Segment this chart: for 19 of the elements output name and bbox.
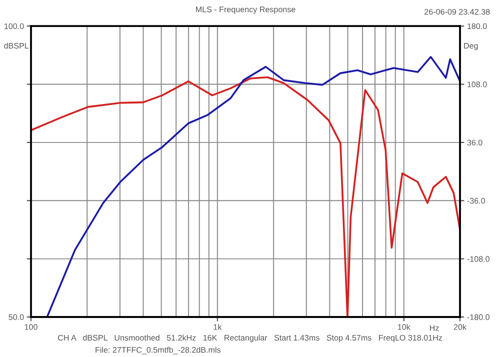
- y2-tick-label: -180.0: [467, 314, 490, 320]
- text: File: 27TFFC_0.5mtfb_-28.2dB.mls: [96, 346, 221, 354]
- y-axis-title: dBSPL: [4, 42, 29, 49]
- x-tick-label: 10k: [398, 324, 410, 330]
- y2-axis-title: Deg: [464, 42, 478, 50]
- y2-tick-label: 180.0: [468, 23, 487, 30]
- y2-tick-label: -108.0: [467, 256, 490, 262]
- y2-tick-label: 36.0: [467, 140, 482, 146]
- y-tick-label: 100.0: [4, 23, 24, 30]
- y2-tick-label: 108.0: [468, 82, 487, 88]
- y2-tick-label: -36.0: [467, 198, 485, 204]
- x-tick-label: 1k: [214, 324, 222, 330]
- x-tick-label: 20k: [454, 324, 467, 330]
- text: CH A dBSPL Unsmoothed 51.2kHz 16K Rectangular Start 1.43ms Stop 4.57ms FreqLO 318.01Hz: [58, 334, 442, 342]
- y-tick-label: 50.0: [8, 314, 24, 320]
- x-axis-title: Hz: [430, 325, 439, 331]
- chart-title: MLS - Frequency Response: [196, 6, 296, 14]
- text: 26-06-09 23.42.38: [424, 8, 490, 15]
- x-tick-label: 100: [24, 324, 38, 330]
